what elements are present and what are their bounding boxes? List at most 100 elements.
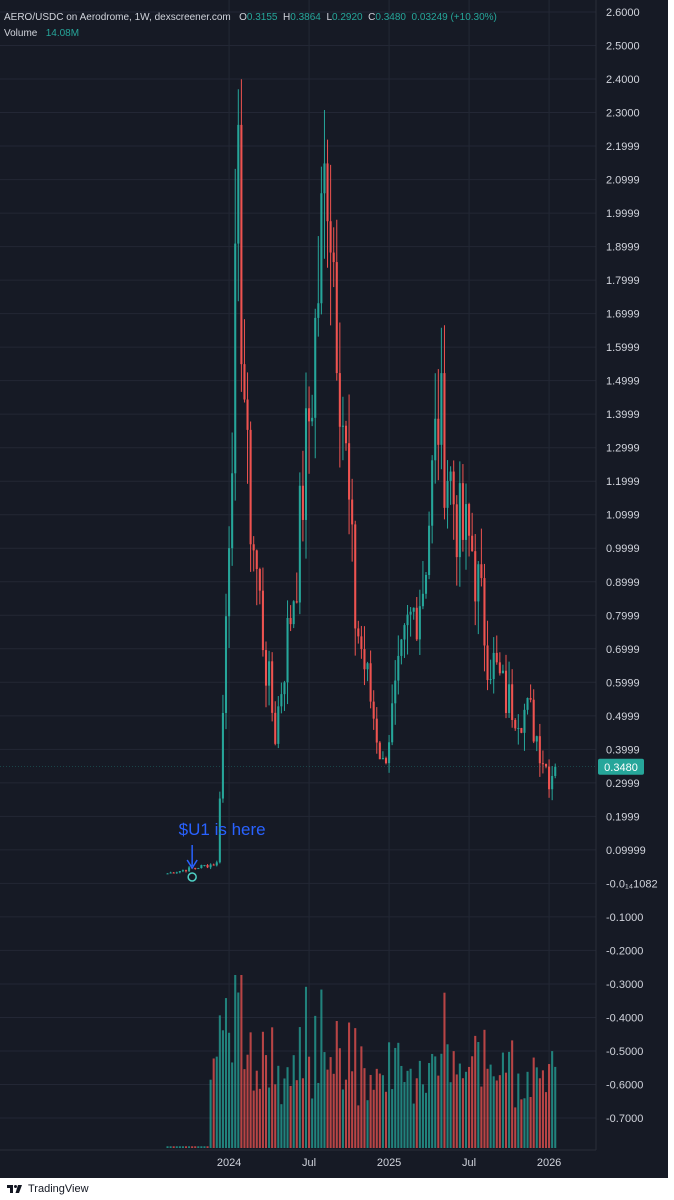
candle-body bbox=[434, 418, 437, 461]
candle-body bbox=[428, 525, 431, 575]
candle-body bbox=[252, 544, 255, 551]
candle-body bbox=[320, 193, 323, 304]
volume-bar bbox=[440, 1053, 443, 1148]
candle-body bbox=[492, 652, 495, 680]
volume-bar bbox=[366, 1100, 369, 1148]
candle-body bbox=[486, 645, 489, 681]
volume-bar bbox=[295, 1080, 298, 1148]
candle-body bbox=[406, 614, 409, 626]
volume-bar bbox=[520, 1099, 523, 1148]
volume-bar bbox=[197, 1146, 200, 1148]
y-tick-label: 0.4999 bbox=[606, 711, 640, 723]
tradingview-brand[interactable]: TradingView bbox=[6, 1180, 89, 1198]
volume-bar bbox=[332, 1073, 335, 1148]
volume-bar bbox=[431, 1053, 434, 1148]
volume-bar bbox=[384, 1091, 388, 1148]
volume-bar bbox=[191, 1146, 194, 1148]
volume-bar bbox=[277, 1065, 280, 1148]
candle-body bbox=[468, 504, 471, 536]
volume-bar bbox=[298, 1027, 301, 1148]
volume-bar bbox=[228, 1032, 231, 1148]
candle-body bbox=[554, 766, 557, 776]
y-tick-label: -0.7000 bbox=[606, 1113, 643, 1125]
candle-body bbox=[489, 679, 492, 681]
volume-bar bbox=[184, 1146, 188, 1148]
candle-body bbox=[289, 617, 292, 625]
annotation-arrowhead bbox=[186, 859, 198, 870]
y-tick-label: 0.5999 bbox=[606, 677, 640, 689]
candle-body bbox=[508, 684, 511, 714]
y-tick-label: -0.1000 bbox=[606, 912, 643, 924]
volume-bar bbox=[218, 1015, 221, 1148]
annotation-circle bbox=[187, 872, 197, 882]
volume-bar bbox=[354, 1028, 357, 1148]
volume-bar bbox=[495, 1080, 498, 1148]
volume-bar bbox=[280, 1104, 283, 1148]
candle-body bbox=[228, 548, 231, 617]
volume-bar bbox=[477, 1042, 480, 1148]
candle-body bbox=[197, 868, 200, 870]
volume-bar bbox=[492, 1076, 495, 1148]
volume-bar bbox=[406, 1070, 409, 1148]
y-tick-label: 1.7999 bbox=[606, 275, 640, 287]
volume-bar bbox=[471, 1056, 474, 1148]
volume-bar bbox=[480, 1086, 483, 1148]
y-tick-label: 2.4000 bbox=[606, 74, 640, 86]
candle-body bbox=[384, 758, 388, 764]
volume-bar bbox=[434, 1056, 437, 1148]
candle-body bbox=[544, 763, 548, 767]
candle-body bbox=[203, 865, 206, 867]
volume-bar bbox=[320, 989, 323, 1148]
legend-low: 0.2920 bbox=[332, 12, 363, 23]
candle-body bbox=[449, 471, 452, 481]
candle-body bbox=[274, 712, 277, 744]
volume-bar bbox=[231, 1062, 234, 1148]
y-tick-label: 1.1999 bbox=[606, 476, 640, 488]
volume-bar bbox=[341, 1089, 344, 1148]
volume-bar bbox=[428, 1063, 431, 1148]
volume-bar bbox=[283, 1078, 286, 1148]
candle-body bbox=[415, 607, 418, 640]
y-tick-label: -0.4000 bbox=[606, 1012, 643, 1024]
candle-body bbox=[409, 611, 412, 615]
x-tick-label: 2026 bbox=[537, 1157, 561, 1169]
candle-body bbox=[304, 408, 308, 520]
candle-body bbox=[501, 670, 504, 674]
candle-body bbox=[471, 535, 474, 552]
volume-bar bbox=[412, 1103, 415, 1148]
volume-bar bbox=[329, 1057, 332, 1148]
candle-body bbox=[548, 766, 551, 790]
candle-body bbox=[295, 601, 298, 603]
candle-body bbox=[372, 701, 375, 719]
candle-body bbox=[308, 408, 311, 422]
volume-bar bbox=[221, 1030, 224, 1148]
candle-body bbox=[314, 317, 317, 418]
candle-body bbox=[283, 682, 286, 695]
volume-bar bbox=[178, 1146, 181, 1148]
volume-bar bbox=[541, 1070, 544, 1148]
y-tick-label: -0.0₁₄1082 bbox=[606, 878, 658, 890]
chart-frame: 2.6000 2.5000 2.4000 2.3000 2.1999 2.0999 1.99… bbox=[0, 0, 668, 1178]
volume-bar bbox=[317, 1082, 320, 1148]
volume-bar bbox=[455, 1074, 458, 1148]
candle-body bbox=[277, 706, 280, 744]
candle-body bbox=[381, 758, 384, 760]
candle-body bbox=[286, 617, 289, 683]
volume-bar bbox=[554, 1066, 557, 1148]
y-tick-label: 0.9999 bbox=[606, 543, 640, 555]
candle-body bbox=[483, 578, 486, 646]
volume-bar bbox=[175, 1146, 178, 1148]
volume-bar bbox=[381, 1075, 384, 1148]
candle-body bbox=[517, 728, 520, 730]
candle-body bbox=[234, 243, 237, 474]
y-tick-label: 1.8999 bbox=[606, 242, 640, 254]
candle-body bbox=[464, 504, 468, 540]
candle-body bbox=[181, 870, 184, 872]
candle-body bbox=[258, 569, 261, 591]
volume-bar bbox=[200, 1146, 203, 1148]
volume-bar bbox=[215, 1056, 218, 1148]
y-tick-label: 0.09999 bbox=[606, 845, 646, 857]
chart-canvas[interactable]: 2.6000 2.5000 2.4000 2.3000 2.1999 2.0999 1.99… bbox=[0, 0, 668, 1178]
y-tick-label: 0.8999 bbox=[606, 577, 640, 589]
volume-bar bbox=[532, 1057, 535, 1148]
